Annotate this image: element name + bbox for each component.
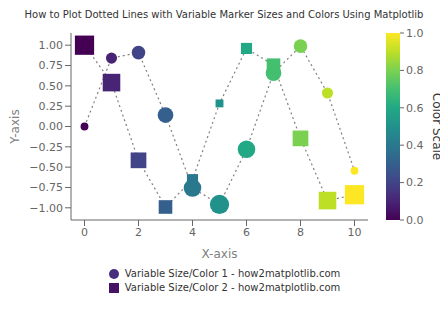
svg-text:6: 6 xyxy=(243,226,250,239)
svg-text:0.25: 0.25 xyxy=(39,100,64,113)
svg-text:Color Scale: Color Scale xyxy=(430,93,440,160)
svg-text:−0.50: −0.50 xyxy=(29,161,63,174)
svg-text:2: 2 xyxy=(135,226,142,239)
svg-text:8: 8 xyxy=(297,226,304,239)
svg-text:X-axis: X-axis xyxy=(202,247,238,261)
svg-text:−1.00: −1.00 xyxy=(29,202,63,215)
html-text:Variable Size/Color 1 - how2ma: Variable Size/Color 1 - how2matplotlib.c… xyxy=(124,268,341,279)
svg-text:0.4: 0.4 xyxy=(406,139,424,152)
html-text:Variable Size/Color 2 - how2ma: Variable Size/Color 2 - how2matplotlib.c… xyxy=(124,282,341,293)
svg-text:1.0: 1.0 xyxy=(406,27,424,40)
html-text:How to Plot Dotted Lines with: How to Plot Dotted Lines with Variable M… xyxy=(24,9,424,20)
svg-text:Y-axis: Y-axis xyxy=(8,109,22,144)
svg-text:0.75: 0.75 xyxy=(39,59,64,72)
svg-text:−0.75: −0.75 xyxy=(29,181,63,194)
svg-text:1.00: 1.00 xyxy=(39,39,64,52)
svg-text:4: 4 xyxy=(189,226,196,239)
svg-text:0.50: 0.50 xyxy=(39,80,64,93)
svg-text:10: 10 xyxy=(348,226,362,239)
svg-text:0: 0 xyxy=(81,226,88,239)
svg-text:0.2: 0.2 xyxy=(406,176,424,189)
svg-text:0.0: 0.0 xyxy=(406,214,424,227)
svg-text:0.6: 0.6 xyxy=(406,102,424,115)
svg-text:0.00: 0.00 xyxy=(39,120,64,133)
svg-text:0.8: 0.8 xyxy=(406,64,424,77)
svg-text:−0.25: −0.25 xyxy=(29,141,63,154)
